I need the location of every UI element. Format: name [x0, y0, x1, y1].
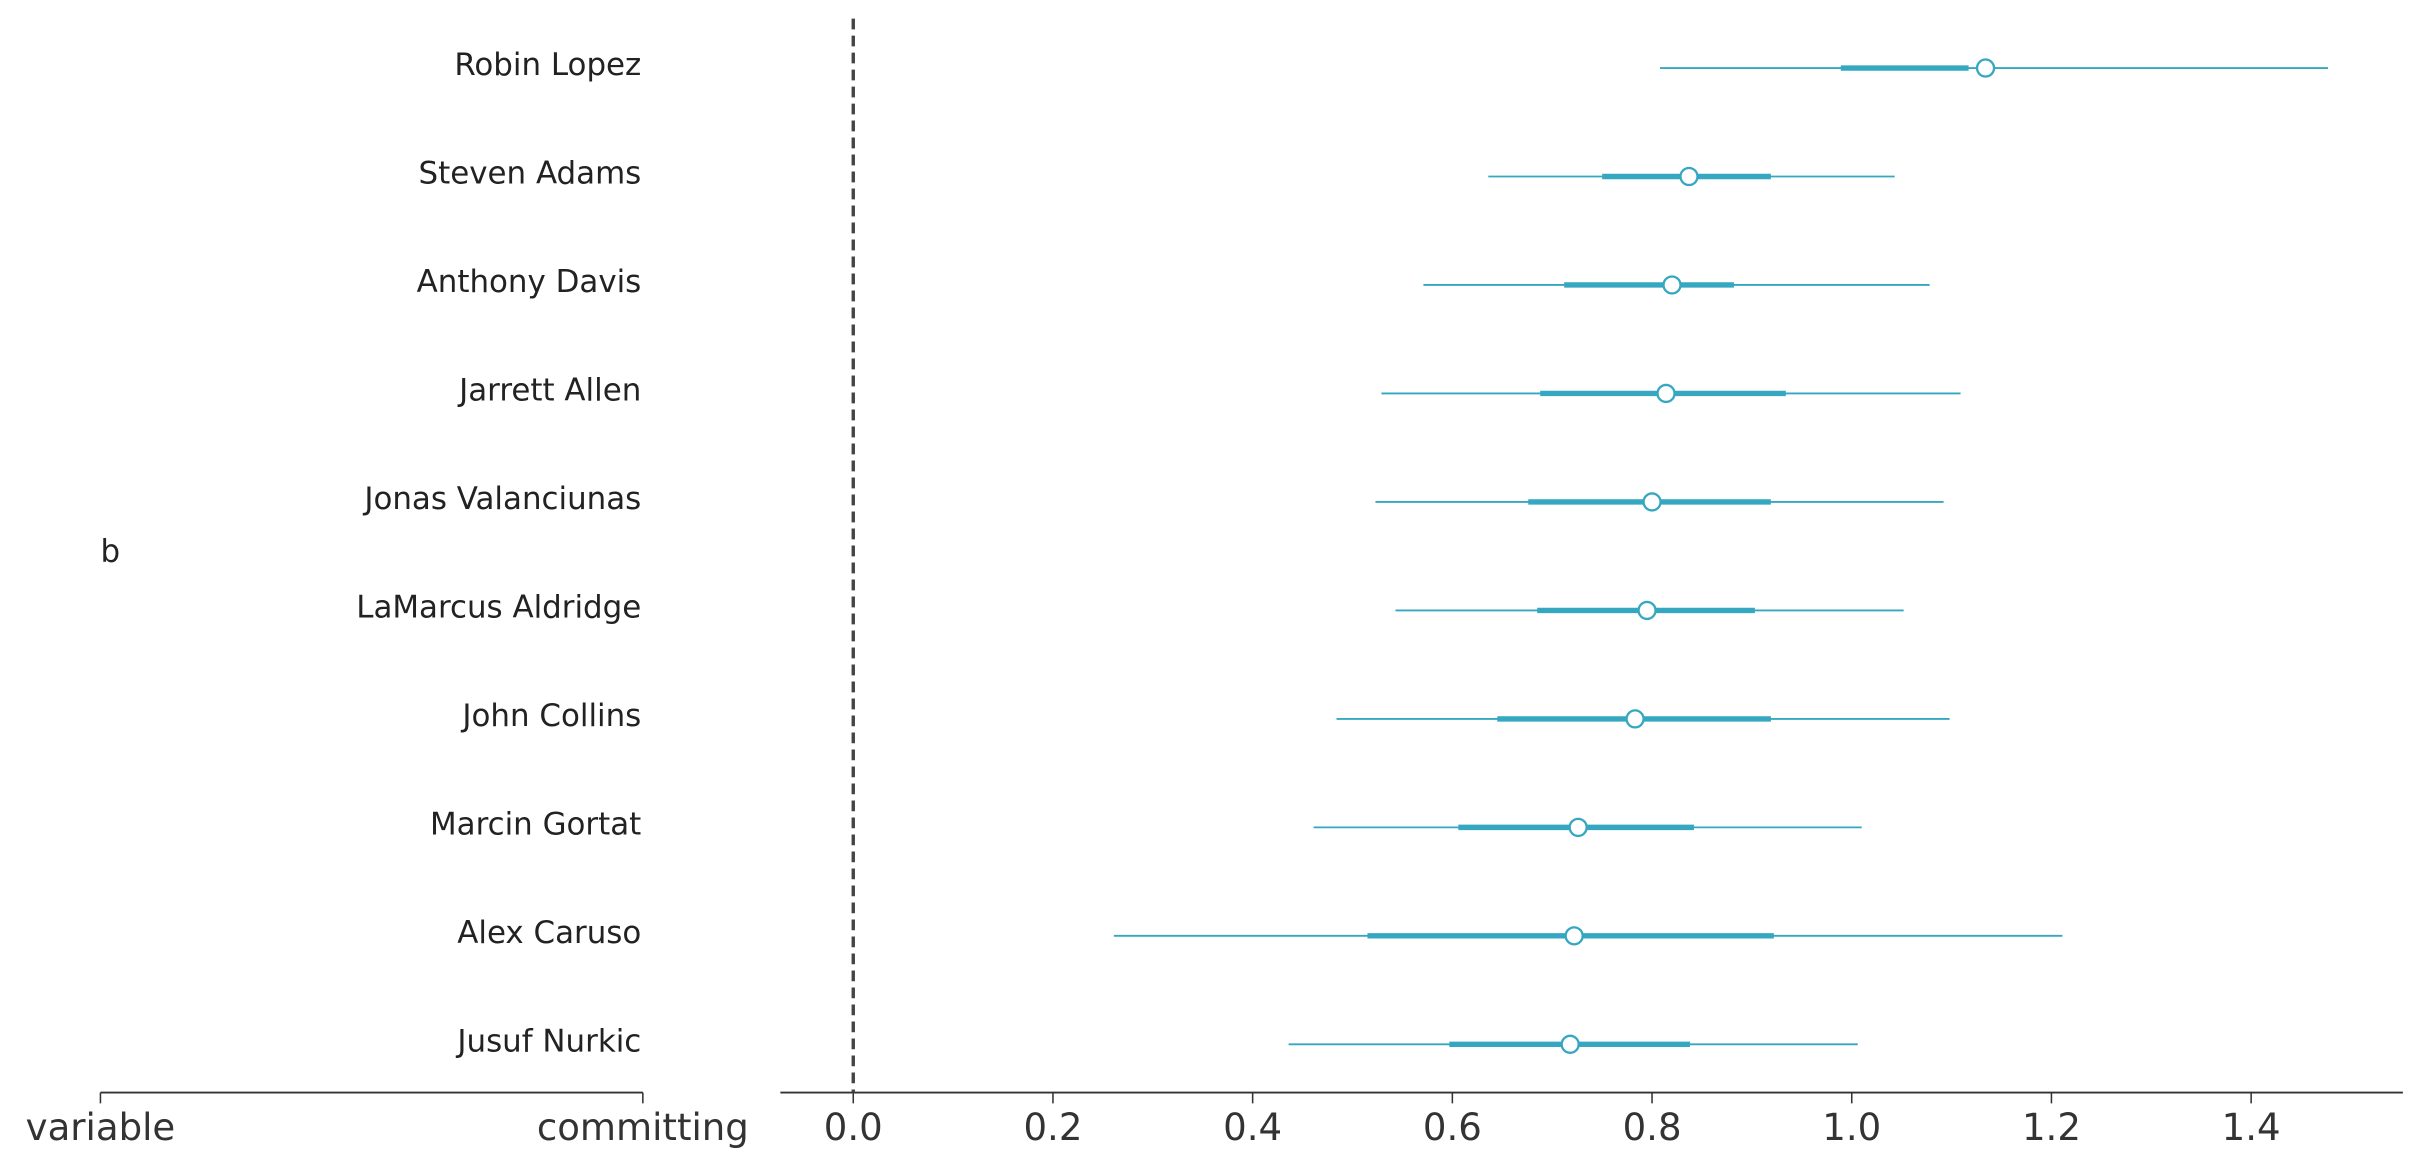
x-tick-label: 0.2 — [1023, 1106, 1082, 1149]
point-estimate — [1656, 383, 1676, 404]
point-estimate — [1642, 492, 1662, 512]
point-estimate — [1662, 275, 1682, 295]
category-label: Jonas Valanciunas — [362, 481, 641, 517]
point-estimate — [1975, 58, 1996, 78]
column-label: variable — [26, 1106, 176, 1149]
category-label: Robin Lopez — [454, 47, 641, 83]
point-estimate — [1560, 1034, 1580, 1054]
category-label: LaMarcus Aldridge — [356, 589, 641, 625]
x-tick-label: 1.4 — [2222, 1106, 2281, 1149]
x-tick-label: 0.0 — [824, 1106, 883, 1149]
category-label: Jarrett Allen — [457, 372, 641, 408]
category-label: John Collins — [460, 698, 641, 734]
category-label: Alex Caruso — [457, 915, 641, 951]
column-label: committing — [537, 1106, 749, 1149]
category-label: Anthony Davis — [417, 264, 642, 300]
point-estimate — [1679, 166, 1699, 187]
x-tick-label: 0.8 — [1623, 1106, 1682, 1149]
group-label: b — [100, 534, 120, 570]
x-tick-label: 0.4 — [1223, 1106, 1282, 1149]
x-tick-label: 0.6 — [1423, 1106, 1482, 1149]
point-estimate — [1568, 817, 1588, 838]
category-label: Jusuf Nurkic — [455, 1023, 641, 1059]
point-estimate — [1564, 926, 1584, 946]
category-label: Marcin Gortat — [430, 806, 641, 842]
point-estimate — [1625, 709, 1645, 729]
category-label: Steven Adams — [419, 155, 642, 191]
x-tick-label: 1.0 — [1822, 1106, 1881, 1149]
point-estimate — [1637, 600, 1657, 621]
x-tick-label: 1.2 — [2022, 1106, 2081, 1149]
